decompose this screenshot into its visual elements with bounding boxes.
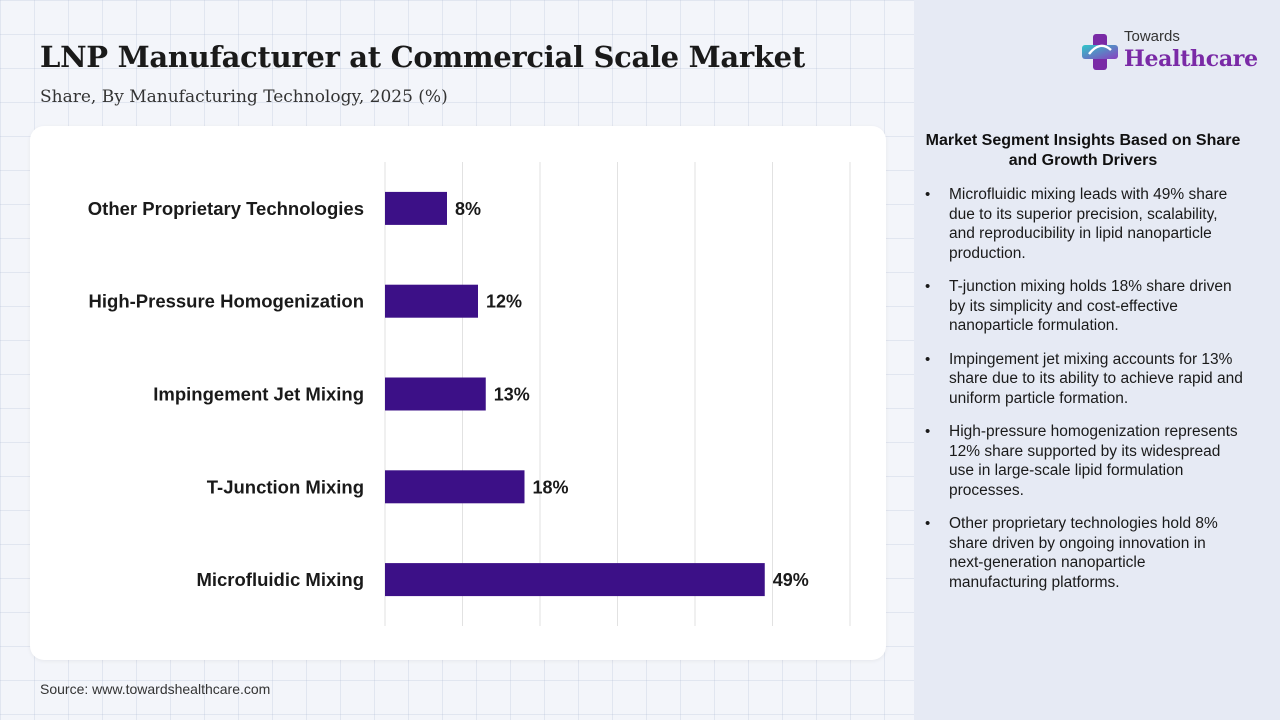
- category-label: Microfluidic Mixing: [196, 569, 364, 590]
- logo-text-top: Towards: [1124, 28, 1180, 45]
- bullet-icon: •: [925, 515, 931, 532]
- insight-item: • T-junction mixing holds 18% share drive…: [925, 278, 1232, 334]
- insight-item: • Other proprietary technologies hold 8% …: [925, 515, 1218, 591]
- category-label: Impingement Jet Mixing: [153, 384, 364, 405]
- insight-item: • Impingement jet mixing accounts for 13%…: [925, 350, 1243, 407]
- chart-card: Other Proprietary Technologies 8% High-Pre…: [30, 126, 886, 660]
- data-label: 12%: [486, 292, 522, 312]
- page-subtitle: Share, By Manufacturing Technology, 2025…: [40, 87, 448, 107]
- medical-cross-icon: [1082, 34, 1118, 70]
- bullet-icon: •: [925, 350, 931, 368]
- towards-healthcare-logo[interactable]: Towards Healthcare: [1080, 26, 1258, 78]
- bullet-icon: •: [925, 278, 931, 295]
- bullet-icon: •: [925, 423, 931, 440]
- category-label: High-Pressure Homogenization: [89, 291, 364, 312]
- category-label: T-Junction Mixing: [207, 476, 364, 497]
- data-label: 49%: [773, 570, 809, 590]
- bar: [385, 470, 525, 504]
- data-label: 8%: [455, 199, 481, 219]
- insight-item: • Microfluidic mixing leads with 49% shar…: [925, 186, 1228, 262]
- bar-chart: Other Proprietary Technologies 8% High-Pre…: [88, 162, 851, 626]
- data-label: 18%: [533, 477, 569, 497]
- bar: [385, 377, 486, 411]
- logo-text-main: Healthcare: [1124, 46, 1258, 72]
- bar: [385, 563, 765, 597]
- data-label: 13%: [494, 385, 530, 405]
- insights-panel: [914, 0, 1280, 720]
- bar: [385, 284, 478, 318]
- category-label: Other Proprietary Technologies: [88, 198, 364, 219]
- insight-item: • High-pressure homogenization represents…: [925, 423, 1238, 499]
- source-note: Source: www.towardshealthcare.com: [40, 681, 271, 697]
- page-title: LNP Manufacturer at Commercial Scale Mar…: [40, 40, 805, 74]
- bar: [385, 191, 447, 225]
- insights-heading: Market Segment Insights Based on Share a…: [925, 132, 1241, 169]
- insights-list: • Microfluidic mixing leads with 49% shar…: [922, 185, 1244, 606]
- bullet-icon: •: [925, 186, 931, 203]
